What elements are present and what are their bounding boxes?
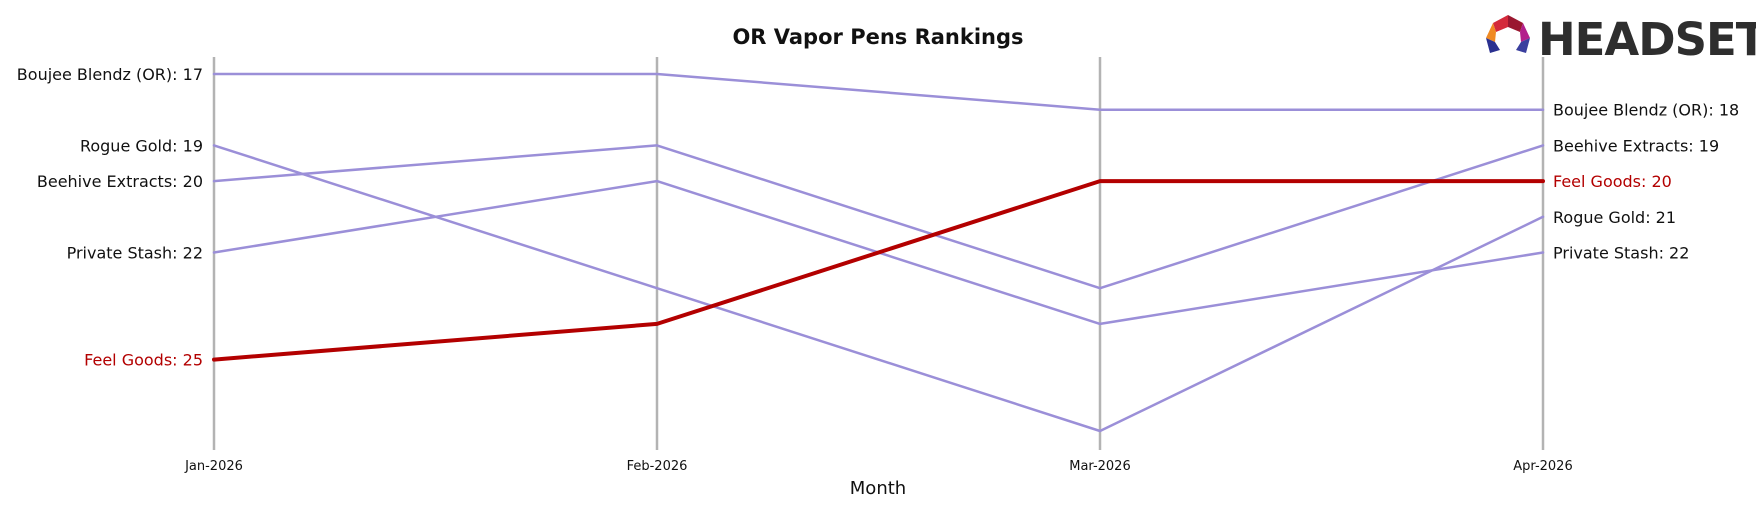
headset-logo-icon <box>1486 15 1530 53</box>
x-tick-label: Mar-2026 <box>1069 459 1130 474</box>
end-label-boujee-blendz-or: Boujee Blendz (OR): 18 <box>1553 101 1739 120</box>
series-lines <box>212 72 1545 433</box>
x-tick-label: Jan-2026 <box>184 459 243 474</box>
start-labels: Boujee Blendz (OR): 17 Rogue Gold: 19 Beeh… <box>17 65 203 370</box>
series-line-boujee-blendz-or <box>212 72 1545 111</box>
logo-text: HEADSET <box>1538 13 1756 66</box>
headset-logo: HEADSET <box>1486 13 1756 66</box>
chart-title: OR Vapor Pens Rankings <box>732 25 1023 49</box>
end-label-beehive-extracts: Beehive Extracts: 19 <box>1553 136 1719 155</box>
start-label-rogue-gold: Rogue Gold: 19 <box>80 136 203 155</box>
end-label-private-stash: Private Stash: 22 <box>1553 244 1689 263</box>
x-axis-label: Month <box>850 478 906 499</box>
start-label-feel-goods: Feel Goods: 25 <box>84 351 203 370</box>
end-label-feel-goods: Feel Goods: 20 <box>1553 172 1672 191</box>
start-label-private-stash: Private Stash: 22 <box>67 244 203 263</box>
x-tick-label: Feb-2026 <box>627 459 688 474</box>
highlight-series-line <box>212 179 1545 362</box>
x-tick-label: Apr-2026 <box>1513 459 1572 474</box>
x-axis-ticks: Jan-2026 Feb-2026 Mar-2026 Apr-2026 <box>184 459 1573 474</box>
start-label-boujee-blendz-or: Boujee Blendz (OR): 17 <box>17 65 203 84</box>
end-labels: Boujee Blendz (OR): 18 Beehive Extracts: … <box>1553 101 1739 263</box>
series-line-feel-goods <box>212 179 1545 362</box>
end-label-rogue-gold: Rogue Gold: 21 <box>1553 208 1676 227</box>
series-line-rogue-gold <box>212 144 1545 433</box>
start-label-beehive-extracts: Beehive Extracts: 20 <box>37 172 203 191</box>
series-line-beehive-extracts <box>212 144 1545 290</box>
